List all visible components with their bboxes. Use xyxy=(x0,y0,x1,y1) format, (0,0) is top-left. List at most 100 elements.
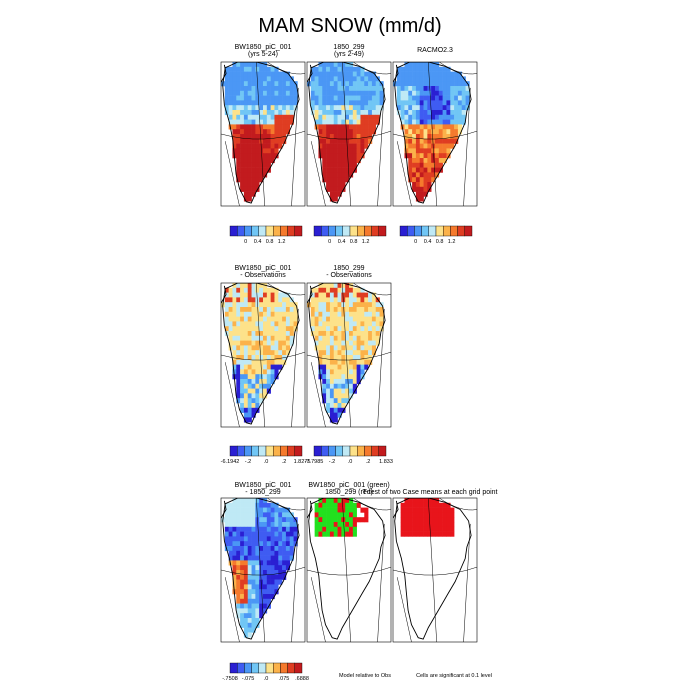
grid-cell xyxy=(293,311,298,317)
grid-cell xyxy=(423,153,428,159)
grid-cell xyxy=(337,158,342,164)
grid-cell xyxy=(404,517,409,523)
grid-cell xyxy=(349,383,354,389)
grid-cell xyxy=(364,143,369,149)
grid-cell xyxy=(419,134,424,140)
grid-cell xyxy=(278,570,283,576)
grid-cell xyxy=(314,507,319,513)
colorbar-swatch xyxy=(357,445,365,457)
grid-cell xyxy=(232,502,237,508)
grid-cell xyxy=(255,541,260,547)
grid-cell xyxy=(243,287,249,293)
grid-cell xyxy=(326,138,331,144)
grid-cell xyxy=(415,114,421,120)
grid-cell xyxy=(415,124,421,130)
grid-cell xyxy=(337,162,342,168)
grid-cell xyxy=(236,110,241,116)
grid-cell xyxy=(251,579,256,585)
grid-cell xyxy=(438,95,443,101)
grid-cell xyxy=(341,66,346,72)
grid-cell xyxy=(228,335,233,341)
grid-cell xyxy=(360,292,365,298)
grid-cell xyxy=(322,134,327,140)
grid-cell xyxy=(345,383,350,389)
grid-cell xyxy=(408,95,413,101)
grid-cell xyxy=(415,517,421,523)
grid-cell xyxy=(326,283,331,289)
grid-cell xyxy=(289,302,294,308)
grid-cell xyxy=(270,100,275,106)
grid-cell xyxy=(435,167,440,173)
grid-cell xyxy=(270,287,275,293)
grid-cell xyxy=(263,531,268,537)
grid-cell xyxy=(247,512,252,518)
grid-cell xyxy=(259,555,264,561)
grid-cell xyxy=(318,316,323,322)
grid-cell xyxy=(274,355,279,361)
grid-cell xyxy=(282,76,287,82)
grid-cell xyxy=(247,335,252,341)
greenland-coastline xyxy=(222,498,300,640)
grid-cell xyxy=(243,502,249,508)
colorbar-swatch xyxy=(349,445,358,457)
grid-cell xyxy=(438,110,443,116)
grid-cell xyxy=(333,379,338,385)
grid-cell xyxy=(270,574,275,580)
grid-cell xyxy=(240,388,245,394)
grid-cell xyxy=(236,311,241,317)
grid-cell xyxy=(263,316,268,322)
grid-cell xyxy=(251,287,256,293)
grid-cell xyxy=(329,292,335,298)
grid-cell xyxy=(408,110,413,116)
grid-cell xyxy=(404,66,409,72)
grid-cell xyxy=(259,526,264,532)
grid-cell xyxy=(255,134,260,140)
grid-cell xyxy=(337,345,342,351)
grid-cell xyxy=(415,76,421,82)
grid-cell xyxy=(329,81,335,87)
grid-cell xyxy=(345,350,350,356)
grid-cell xyxy=(282,560,287,566)
grid-cell xyxy=(431,172,436,178)
grid-cell xyxy=(412,498,417,504)
grid-cell xyxy=(408,90,413,96)
grid-cell xyxy=(333,71,338,77)
colorbar-swatch xyxy=(335,225,344,237)
grid-cell xyxy=(360,340,365,346)
grid-cell xyxy=(349,502,354,508)
grid-cell xyxy=(438,148,443,154)
grid-cell xyxy=(243,167,249,173)
grid-cell xyxy=(423,66,428,72)
grid-cell xyxy=(322,383,327,389)
grid-cell xyxy=(251,153,256,159)
grid-cell xyxy=(375,331,380,337)
grid-cell xyxy=(232,579,237,585)
grid-cell xyxy=(255,574,260,580)
grid-cell xyxy=(408,158,413,164)
grid-cell xyxy=(278,86,283,92)
grid-cell xyxy=(255,62,260,68)
grid-cell xyxy=(266,369,271,375)
colorbar-swatch xyxy=(364,225,372,237)
grid-cell xyxy=(247,388,252,394)
meridian-line xyxy=(428,498,437,642)
grid-cell xyxy=(228,311,233,317)
grid-cell xyxy=(255,570,260,576)
grid-cell xyxy=(442,124,447,130)
grid-cell xyxy=(419,138,424,144)
grid-cell xyxy=(356,81,361,87)
grid-cell xyxy=(314,302,319,308)
grid-cell xyxy=(322,350,327,356)
grid-cell xyxy=(412,62,417,68)
grid-cell xyxy=(454,129,459,135)
grid-cell xyxy=(263,594,268,600)
grid-cell xyxy=(228,512,233,518)
grid-cell xyxy=(270,374,275,380)
grid-cell xyxy=(446,114,451,120)
grid-cell xyxy=(404,502,409,508)
grid-cell xyxy=(438,522,443,528)
grid-cell xyxy=(349,66,354,72)
grid-cell xyxy=(423,507,428,513)
grid-cell xyxy=(240,134,245,140)
grid-cell xyxy=(341,167,346,173)
